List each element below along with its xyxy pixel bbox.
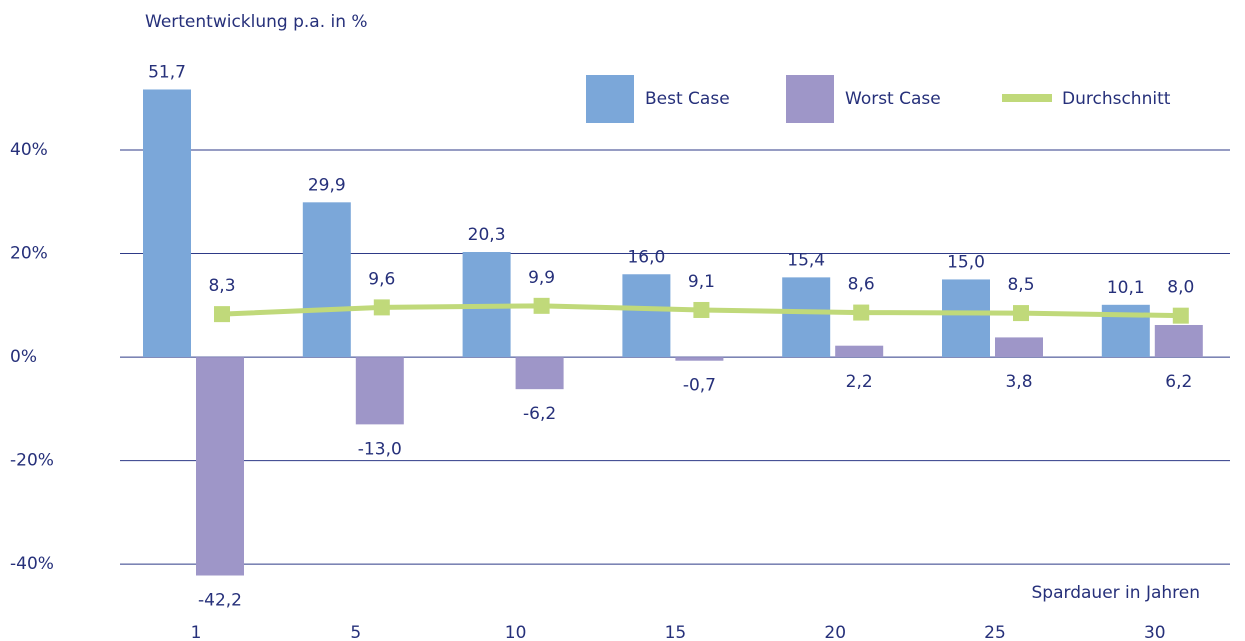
y-tick-label: 40% <box>10 140 48 160</box>
line-marker <box>693 301 710 318</box>
data-label: -42,2 <box>198 591 242 611</box>
bar <box>515 357 564 390</box>
data-label: 8,5 <box>1007 275 1034 295</box>
x-axis-label: Spardauer in Jahren <box>1032 583 1200 603</box>
data-label: 3,8 <box>1005 372 1032 392</box>
bar <box>302 202 351 358</box>
line-marker <box>533 297 550 314</box>
data-label: 9,1 <box>688 272 715 292</box>
x-tick-label: 10 <box>505 623 527 641</box>
bar <box>995 337 1043 358</box>
data-label: -0,7 <box>683 376 716 396</box>
bar <box>942 279 990 358</box>
legend-swatch <box>1002 94 1052 102</box>
legend-swatch <box>786 75 834 123</box>
data-label: 2,2 <box>846 372 873 392</box>
data-label: 51,7 <box>148 62 186 82</box>
x-tick-label: 25 <box>984 623 1006 641</box>
x-tick-label: 15 <box>665 623 687 641</box>
data-label: -6,2 <box>523 404 556 424</box>
data-label: 15,4 <box>787 250 825 270</box>
y-axis-label: Wertentwicklung p.a. in % <box>145 12 368 32</box>
data-label: 8,3 <box>208 276 235 296</box>
x-tick-label: 30 <box>1144 623 1166 641</box>
y-tick-label: 0% <box>10 347 37 367</box>
data-label: 8,6 <box>848 275 875 295</box>
legend-label: Worst Case <box>845 89 941 109</box>
legend-label: Best Case <box>645 89 730 109</box>
data-label: 8,0 <box>1167 278 1194 298</box>
line-marker <box>1172 307 1189 324</box>
bar <box>196 357 244 576</box>
line-marker <box>1013 305 1029 322</box>
data-label: 15,0 <box>947 252 985 272</box>
bar <box>782 277 831 358</box>
legend-swatch <box>586 75 634 123</box>
y-tick-label: 20% <box>10 244 48 264</box>
data-label: 9,9 <box>528 268 555 288</box>
data-label: 20,3 <box>468 225 506 245</box>
bar <box>675 357 724 361</box>
line-marker <box>373 299 390 316</box>
y-tick-label: -40% <box>10 554 54 574</box>
legend-label: Durchschnitt <box>1062 89 1171 109</box>
bar <box>355 357 404 425</box>
line-marker <box>853 304 870 321</box>
data-label: -13,0 <box>358 439 402 459</box>
x-tick-label: 1 <box>191 623 202 641</box>
x-tick-label: 5 <box>350 623 361 641</box>
y-tick-label: -20% <box>10 451 54 471</box>
data-label: 16,0 <box>627 247 665 267</box>
data-label: 29,9 <box>308 175 346 195</box>
data-label: 9,6 <box>368 269 395 289</box>
bar <box>1154 324 1203 358</box>
data-label: 6,2 <box>1165 372 1192 392</box>
bar <box>143 89 191 358</box>
bar <box>835 345 884 358</box>
x-tick-label: 20 <box>824 623 846 641</box>
line-marker <box>214 306 230 323</box>
bar <box>622 274 671 358</box>
data-label: 10,1 <box>1107 278 1145 298</box>
